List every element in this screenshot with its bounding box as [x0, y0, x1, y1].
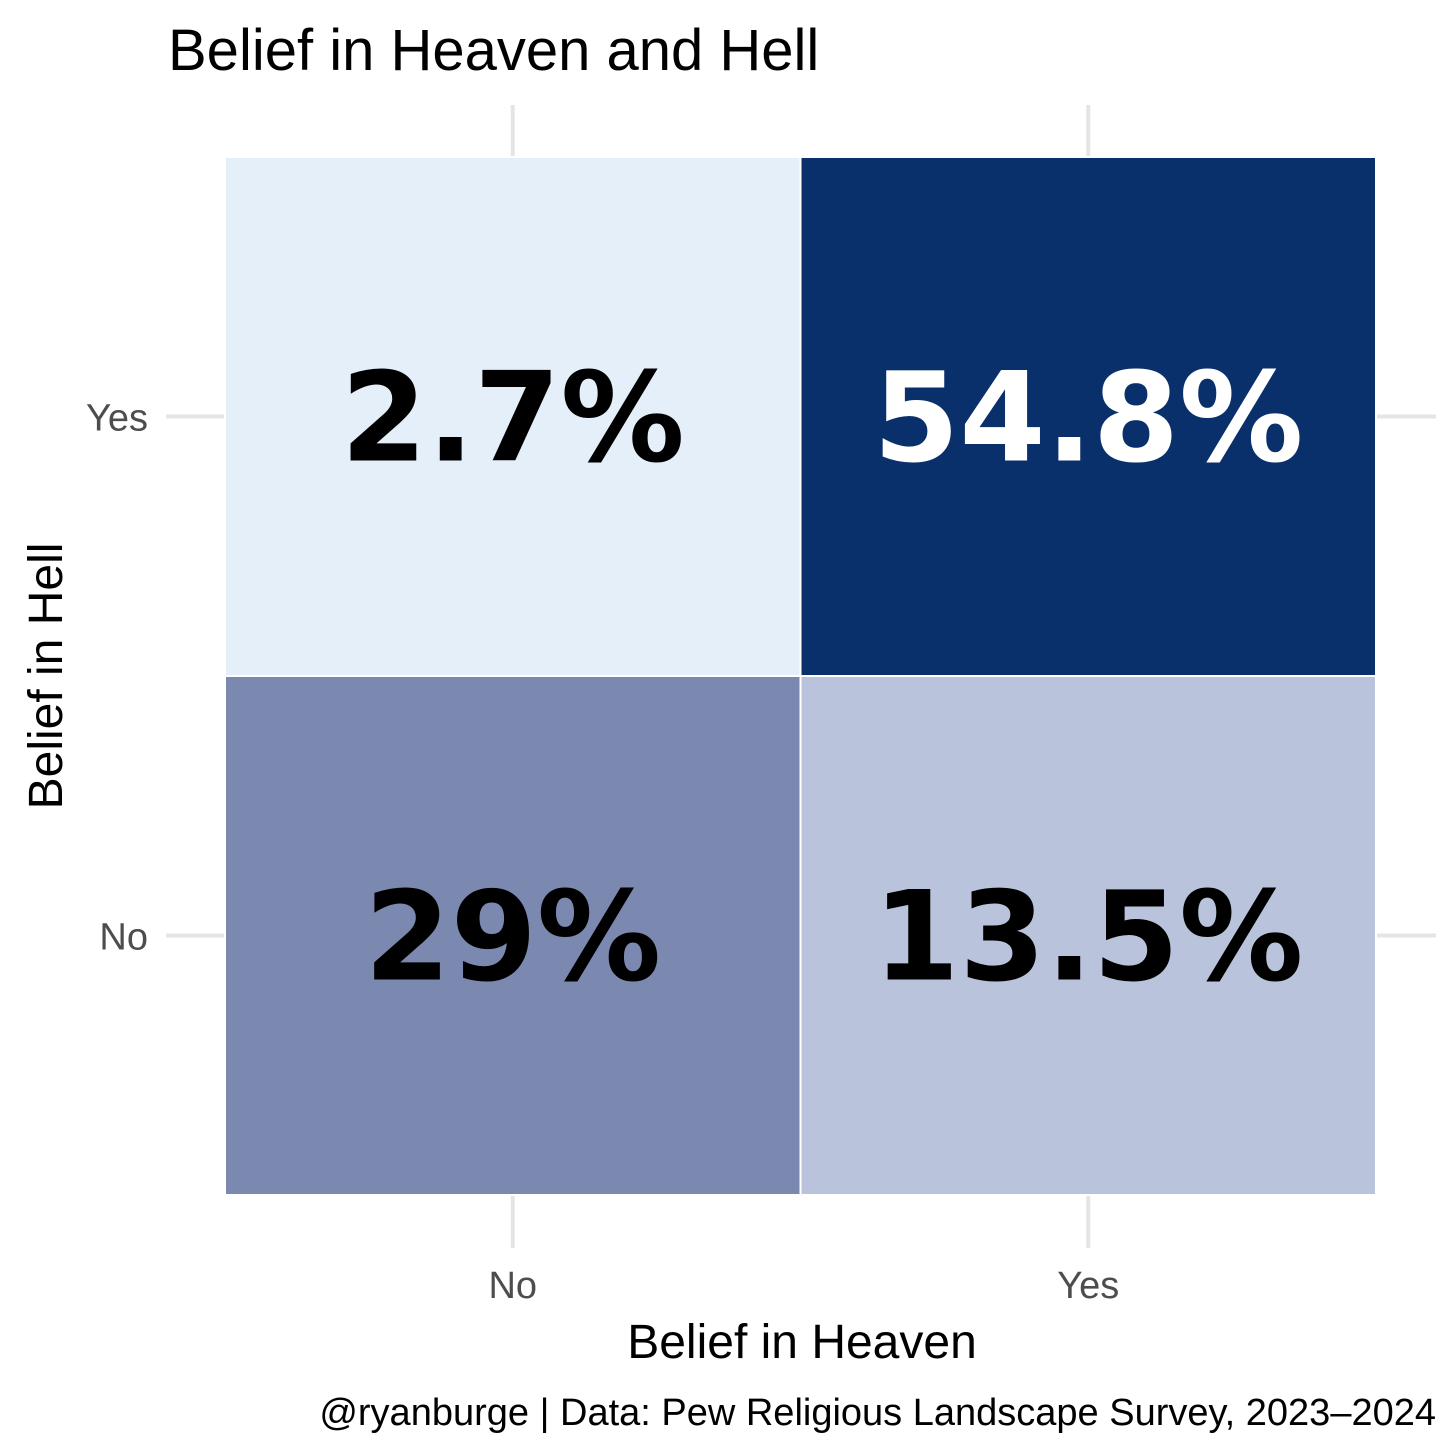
x-tick-label-yes: Yes — [1057, 1265, 1119, 1307]
y-axis-ticks: No Yes — [86, 398, 148, 959]
cell-label-heaven-no-hell-yes: 2.7% — [341, 347, 685, 491]
cell-heaven-yes-hell-no — [799, 675, 1377, 1196]
cell-heaven-no-hell-no — [224, 675, 802, 1196]
cell-labels: 2.7% 54.8% 29% 13.5% — [341, 347, 1304, 1010]
x-tick-label-no: No — [488, 1265, 537, 1307]
cell-label-heaven-yes-hell-no: 13.5% — [873, 866, 1303, 1010]
x-axis-ticks: No Yes — [488, 1265, 1119, 1307]
chart-title: Belief in Heaven and Hell — [168, 18, 819, 83]
x-axis-title: Belief in Heaven — [627, 1316, 977, 1369]
chart-caption: @ryanburge | Data: Pew Religious Landsca… — [319, 1392, 1436, 1434]
y-tick-label-yes: Yes — [86, 398, 148, 440]
y-tick-label-no: No — [99, 917, 148, 959]
heatmap-cells — [224, 156, 1377, 1196]
cell-label-heaven-no-hell-no: 29% — [364, 866, 661, 1010]
cell-heaven-no-hell-yes — [224, 156, 802, 677]
y-axis-title: Belief in Hell — [20, 543, 73, 810]
cell-label-heaven-yes-hell-yes: 54.8% — [873, 347, 1303, 491]
